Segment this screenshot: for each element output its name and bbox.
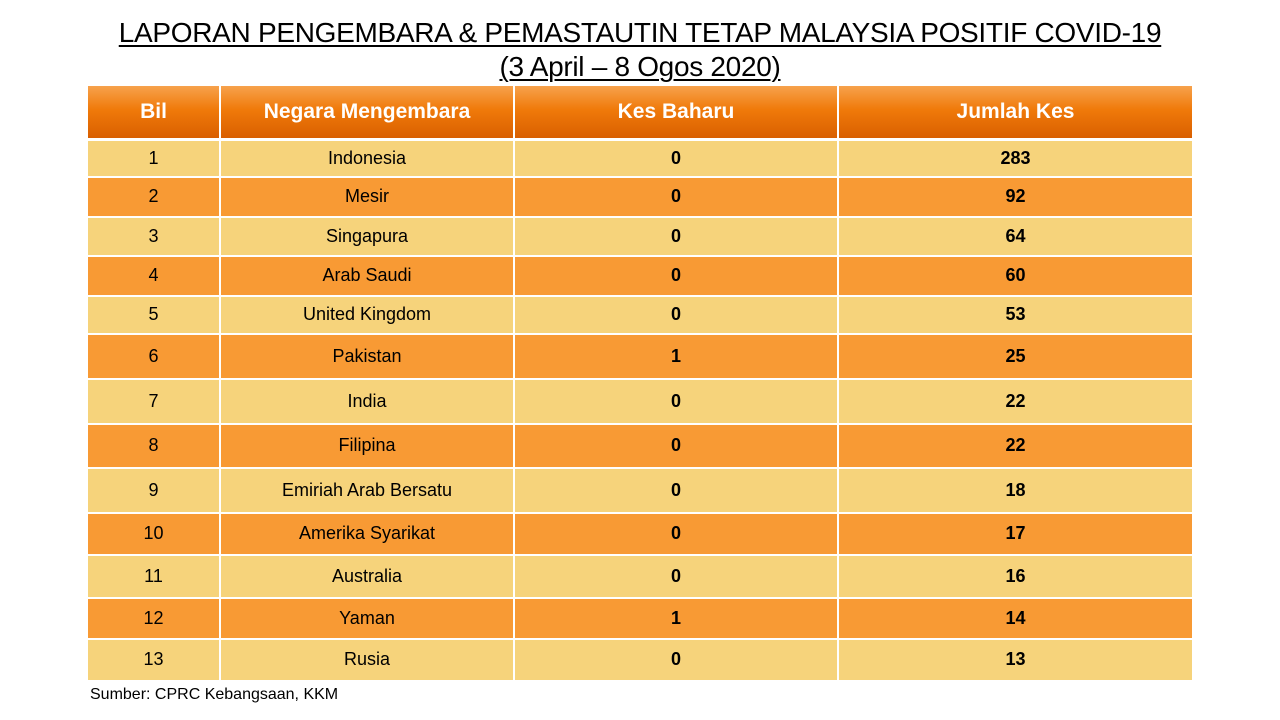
cell-bil: 5 [88, 295, 221, 335]
cell-jumlah-kes: 92 [838, 176, 1192, 218]
table-row: 5 United Kingdom 0 53 [88, 295, 1192, 335]
table-row: 6 Pakistan 1 25 [88, 333, 1192, 380]
cell-bil: 6 [88, 333, 221, 380]
cell-jumlah-kes: 17 [838, 512, 1192, 556]
cell-bil: 9 [88, 467, 221, 514]
cell-negara: United Kingdom [220, 295, 515, 335]
cell-kes-baharu: 0 [514, 216, 839, 257]
cell-bil: 12 [88, 597, 221, 640]
cell-kes-baharu: 0 [514, 638, 839, 682]
report-title: LAPORAN PENGEMBARA & PEMASTAUTIN TETAP M… [0, 16, 1280, 84]
table-row: 1 Indonesia 0 283 [88, 139, 1192, 178]
header-kes-baharu: Kes Baharu [514, 86, 839, 141]
table-header-row: Bil Negara Mengembara Kes Baharu Jumlah … [88, 86, 1192, 141]
cell-jumlah-kes: 13 [838, 638, 1192, 682]
cell-negara: Emiriah Arab Bersatu [220, 467, 515, 514]
table-row: 7 India 0 22 [88, 378, 1192, 425]
cell-bil: 13 [88, 638, 221, 682]
table-row: 11 Australia 0 16 [88, 554, 1192, 599]
cell-kes-baharu: 1 [514, 597, 839, 640]
cell-bil: 8 [88, 423, 221, 469]
cell-negara: Yaman [220, 597, 515, 640]
cell-jumlah-kes: 22 [838, 378, 1192, 425]
title-line-1: LAPORAN PENGEMBARA & PEMASTAUTIN TETAP M… [118, 17, 1162, 48]
cell-jumlah-kes: 64 [838, 216, 1192, 257]
cell-bil: 3 [88, 216, 221, 257]
cases-table: Bil Negara Mengembara Kes Baharu Jumlah … [88, 86, 1192, 682]
cell-negara: Pakistan [220, 333, 515, 380]
table-row: 10 Amerika Syarikat 0 17 [88, 512, 1192, 556]
table-row: 8 Filipina 0 22 [88, 423, 1192, 469]
cell-kes-baharu: 0 [514, 295, 839, 335]
source-note: Sumber: CPRC Kebangsaan, KKM [90, 686, 339, 703]
cell-negara: Rusia [220, 638, 515, 682]
table-row: 3 Singapura 0 64 [88, 216, 1192, 257]
table-row: 13 Rusia 0 13 [88, 638, 1192, 682]
table-row: 9 Emiriah Arab Bersatu 0 18 [88, 467, 1192, 514]
cell-kes-baharu: 0 [514, 139, 839, 178]
cell-jumlah-kes: 14 [838, 597, 1192, 640]
cell-jumlah-kes: 283 [838, 139, 1192, 178]
cell-negara: Mesir [220, 176, 515, 218]
cell-kes-baharu: 0 [514, 378, 839, 425]
cell-jumlah-kes: 18 [838, 467, 1192, 514]
cell-kes-baharu: 0 [514, 467, 839, 514]
cell-bil: 2 [88, 176, 221, 218]
cell-bil: 10 [88, 512, 221, 556]
cell-negara: Arab Saudi [220, 255, 515, 297]
table-row: 12 Yaman 1 14 [88, 597, 1192, 640]
table-row: 2 Mesir 0 92 [88, 176, 1192, 218]
cell-kes-baharu: 0 [514, 554, 839, 599]
cell-negara: Australia [220, 554, 515, 599]
cell-jumlah-kes: 25 [838, 333, 1192, 380]
cell-bil: 1 [88, 139, 221, 178]
header-negara: Negara Mengembara [220, 86, 515, 141]
cell-bil: 11 [88, 554, 221, 599]
cell-jumlah-kes: 53 [838, 295, 1192, 335]
header-jumlah-kes: Jumlah Kes [838, 86, 1192, 141]
cell-jumlah-kes: 22 [838, 423, 1192, 469]
cell-kes-baharu: 1 [514, 333, 839, 380]
cell-jumlah-kes: 16 [838, 554, 1192, 599]
cell-negara: Filipina [220, 423, 515, 469]
cell-bil: 7 [88, 378, 221, 425]
header-bil: Bil [88, 86, 221, 141]
cell-kes-baharu: 0 [514, 176, 839, 218]
cell-bil: 4 [88, 255, 221, 297]
cell-negara: India [220, 378, 515, 425]
cell-negara: Amerika Syarikat [220, 512, 515, 556]
table-row: 4 Arab Saudi 0 60 [88, 255, 1192, 297]
cell-negara: Indonesia [220, 139, 515, 178]
title-line-2: (3 April – 8 Ogos 2020) [499, 51, 781, 82]
cell-kes-baharu: 0 [514, 423, 839, 469]
cell-kes-baharu: 0 [514, 512, 839, 556]
cell-jumlah-kes: 60 [838, 255, 1192, 297]
cell-kes-baharu: 0 [514, 255, 839, 297]
cell-negara: Singapura [220, 216, 515, 257]
